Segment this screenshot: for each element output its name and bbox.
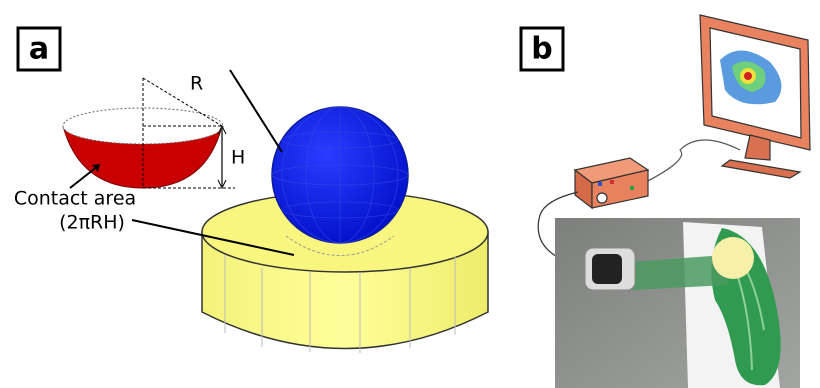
radius-label: R — [190, 73, 203, 95]
height-label: H — [231, 147, 245, 169]
arrow — [70, 166, 98, 188]
contact-area-label: Contact area — [14, 188, 136, 210]
figure: a — [0, 0, 820, 388]
contact-area-formula: (2πRH) — [59, 212, 125, 234]
cable — [640, 140, 740, 185]
device — [575, 158, 648, 208]
panel-a: a — [14, 28, 488, 353]
photo — [555, 218, 800, 388]
hemisphere — [63, 78, 235, 188]
panel-label: a — [29, 32, 49, 67]
panel-label: b — [531, 32, 552, 67]
panel-b: b — [521, 15, 810, 388]
monitor — [700, 15, 810, 178]
pointer-line — [230, 70, 282, 152]
